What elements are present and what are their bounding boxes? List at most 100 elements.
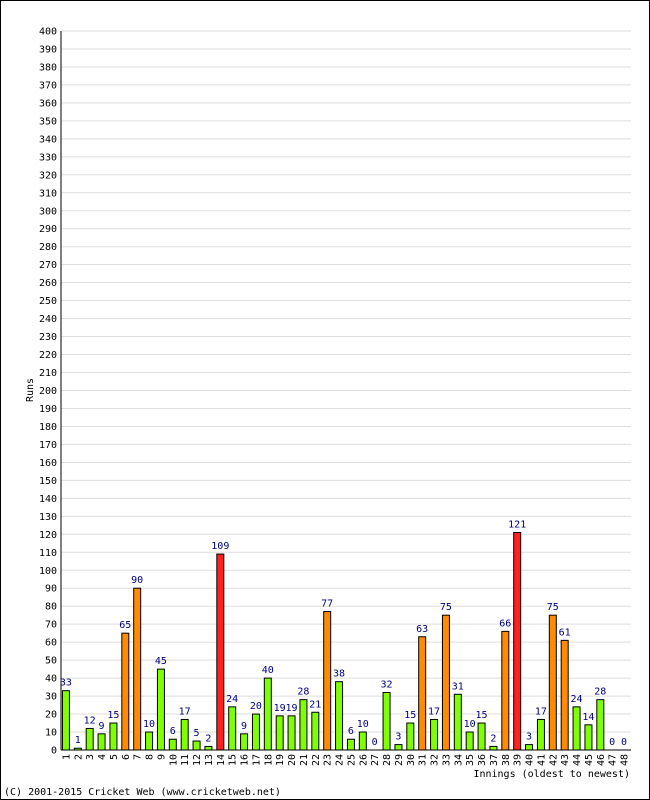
x-tick-label: 39 [513,754,524,766]
bar-innings-38 [501,630,510,751]
data-label: 45 [155,656,167,667]
x-tick-label: 28 [382,754,393,766]
data-label: 24 [571,694,583,705]
x-tick-label: 38 [501,754,512,766]
y-tick-label: 320 [39,170,57,181]
x-tick-label: 22 [311,754,322,766]
data-label: 3 [395,732,401,743]
x-tick-label: 16 [240,754,251,766]
bar-innings-31 [418,636,427,751]
x-tick-label: 1 [61,754,72,760]
y-tick-label: 160 [39,458,57,469]
x-tick-label: 20 [287,754,298,766]
y-tick-label: 60 [45,638,57,649]
x-tick-label: 36 [477,754,488,766]
x-tick-label: 35 [465,754,476,766]
data-label: 38 [333,669,345,680]
data-label: 14 [582,712,594,723]
data-label: 77 [321,599,333,610]
y-axis-ticks: 0 10 20 30 40 50 60 70 80 90 100 110 120 130 140 150 160… [39,27,57,757]
y-tick-label: 100 [39,566,57,577]
bar-innings-3 [85,727,94,751]
x-tick-label: 10 [168,754,179,766]
y-tick-label: 10 [45,728,57,739]
y-tick-label: 20 [45,710,57,721]
x-tick-label: 46 [596,754,607,766]
y-tick-label: 330 [39,152,57,163]
x-tick-label: 12 [192,754,203,766]
data-label: 90 [131,575,143,586]
bar-innings-36 [477,722,486,751]
bar-innings-43 [560,639,569,751]
bar-innings-20 [287,715,296,751]
x-tick-label: 23 [323,754,334,766]
data-label: 2 [205,733,211,744]
bar-innings-23 [323,611,332,751]
bar-innings-25 [346,738,355,751]
x-tick-label: 42 [548,754,559,766]
copyright-footer: (C) 2001-2015 Cricket Web (www.cricketwe… [4,787,281,798]
y-tick-label: 280 [39,242,57,253]
y-tick-label: 300 [39,206,57,217]
bar-innings-12 [192,740,201,751]
bar-innings-18 [263,677,272,751]
x-tick-label: 6 [121,754,132,760]
y-tick-label: 230 [39,332,57,343]
x-tick-label: 25 [346,754,357,766]
data-label: 1 [75,735,81,746]
bar-innings-28 [382,691,391,751]
data-label: 9 [241,721,247,732]
y-tick-label: 290 [39,224,57,235]
y-tick-label: 170 [39,440,57,451]
x-tick-label: 5 [109,754,120,760]
data-label: 2 [490,733,496,744]
data-label: 10 [143,719,155,730]
data-label: 0 [372,737,378,748]
data-label: 0 [609,737,615,748]
data-label: 121 [508,520,526,531]
x-tick-label: 41 [536,754,547,766]
y-tick-label: 220 [39,350,57,361]
data-label: 17 [179,706,191,717]
x-tick-label: 37 [489,754,500,766]
y-tick-label: 140 [39,494,57,505]
x-tick-label: 4 [97,754,108,760]
bar-innings-33 [441,614,450,751]
bar-innings-42 [548,614,557,751]
bar-innings-1 [61,690,70,751]
x-tick-label: 29 [394,754,405,766]
bar-innings-19 [275,715,284,751]
x-tick-label: 9 [156,754,167,760]
data-label: 17 [428,706,440,717]
data-label: 19 [286,703,298,714]
bar-innings-37 [489,745,498,751]
x-tick-label: 32 [430,754,441,766]
data-label: 31 [452,681,464,692]
data-label: 21 [309,699,321,710]
bar-innings-30 [406,722,415,751]
bar-innings-8 [145,731,154,751]
x-tick-label: 17 [251,754,262,766]
bar-innings-17 [251,713,260,751]
y-tick-label: 270 [39,260,57,271]
y-tick-label: 240 [39,314,57,325]
data-label: 15 [476,710,488,721]
data-label: 17 [535,706,547,717]
bar-innings-5 [109,722,118,751]
x-tick-label: 27 [370,754,381,766]
data-label: 33 [60,678,72,689]
bar-innings-9 [156,668,165,751]
data-label: 32 [381,679,393,690]
bar-innings-35 [465,731,474,751]
data-label: 3 [526,732,532,743]
y-tick-label: 250 [39,296,57,307]
y-tick-label: 30 [45,692,57,703]
data-label: 9 [99,721,105,732]
x-tick-label: 19 [275,754,286,766]
x-tick-label: 31 [418,754,429,766]
data-label: 6 [348,726,354,737]
bar-innings-7 [133,587,142,751]
bar-innings-41 [536,718,545,751]
y-tick-label: 360 [39,98,57,109]
